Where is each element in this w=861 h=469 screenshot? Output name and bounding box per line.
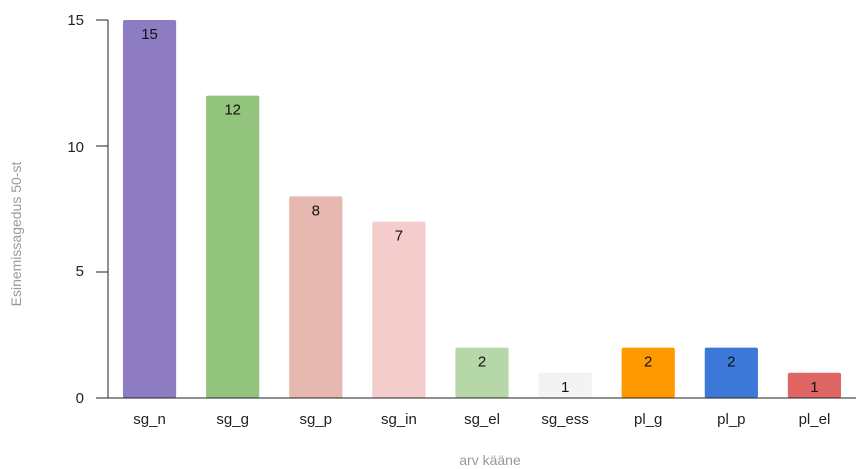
y-tick-label: 15 — [67, 12, 84, 29]
bar-sg_el — [455, 347, 509, 398]
y-tick-label: 5 — [76, 263, 84, 280]
y-tick-label: 0 — [76, 390, 84, 407]
x-tick-label: sg_g — [216, 411, 249, 428]
bar-value-label: 8 — [312, 202, 320, 219]
y-tick-labels: 0 5 10 15 — [67, 12, 84, 407]
x-tick-label: sg_n — [133, 411, 166, 428]
bar-pl_el — [787, 372, 842, 398]
bar-sg_g — [206, 95, 260, 398]
y-axis-title: Esinemissagedus 50-st — [8, 162, 24, 307]
bar-value-label: 2 — [478, 354, 486, 371]
bar-value-label: 15 — [141, 26, 158, 43]
x-tick-label: sg_p — [300, 411, 333, 428]
bar-sg_n — [122, 20, 177, 398]
bar-value-label: 7 — [395, 228, 403, 245]
x-tick-label: sg_el — [464, 411, 500, 428]
bar-sg_in — [372, 221, 426, 398]
bars — [122, 20, 842, 398]
bar-sg_p — [289, 196, 343, 398]
y-tick-label: 10 — [67, 139, 84, 156]
bar-value-label: 2 — [727, 354, 735, 371]
bar-value-label: 12 — [224, 102, 241, 119]
x-tick-label: pl_el — [799, 411, 831, 428]
bar-sg_ess — [538, 372, 592, 398]
x-axis-title: arv kääne — [459, 452, 521, 468]
bar-value-label: 1 — [561, 379, 569, 396]
x-tick-label: sg_in — [381, 411, 417, 428]
bar-pl_g — [621, 347, 675, 398]
x-tick-label: pl_p — [717, 411, 745, 428]
bar-value-label: 1 — [810, 379, 818, 396]
bar-pl_p — [704, 347, 758, 398]
x-tick-label: sg_ess — [541, 411, 589, 428]
x-tick-label: pl_g — [634, 411, 662, 428]
bar-value-label: 2 — [644, 354, 652, 371]
x-tick-labels: sg_n sg_g sg_p sg_in sg_el sg_ess pl_g pl_p pl_e… — [133, 411, 830, 428]
y-tick-marks — [96, 19, 108, 399]
